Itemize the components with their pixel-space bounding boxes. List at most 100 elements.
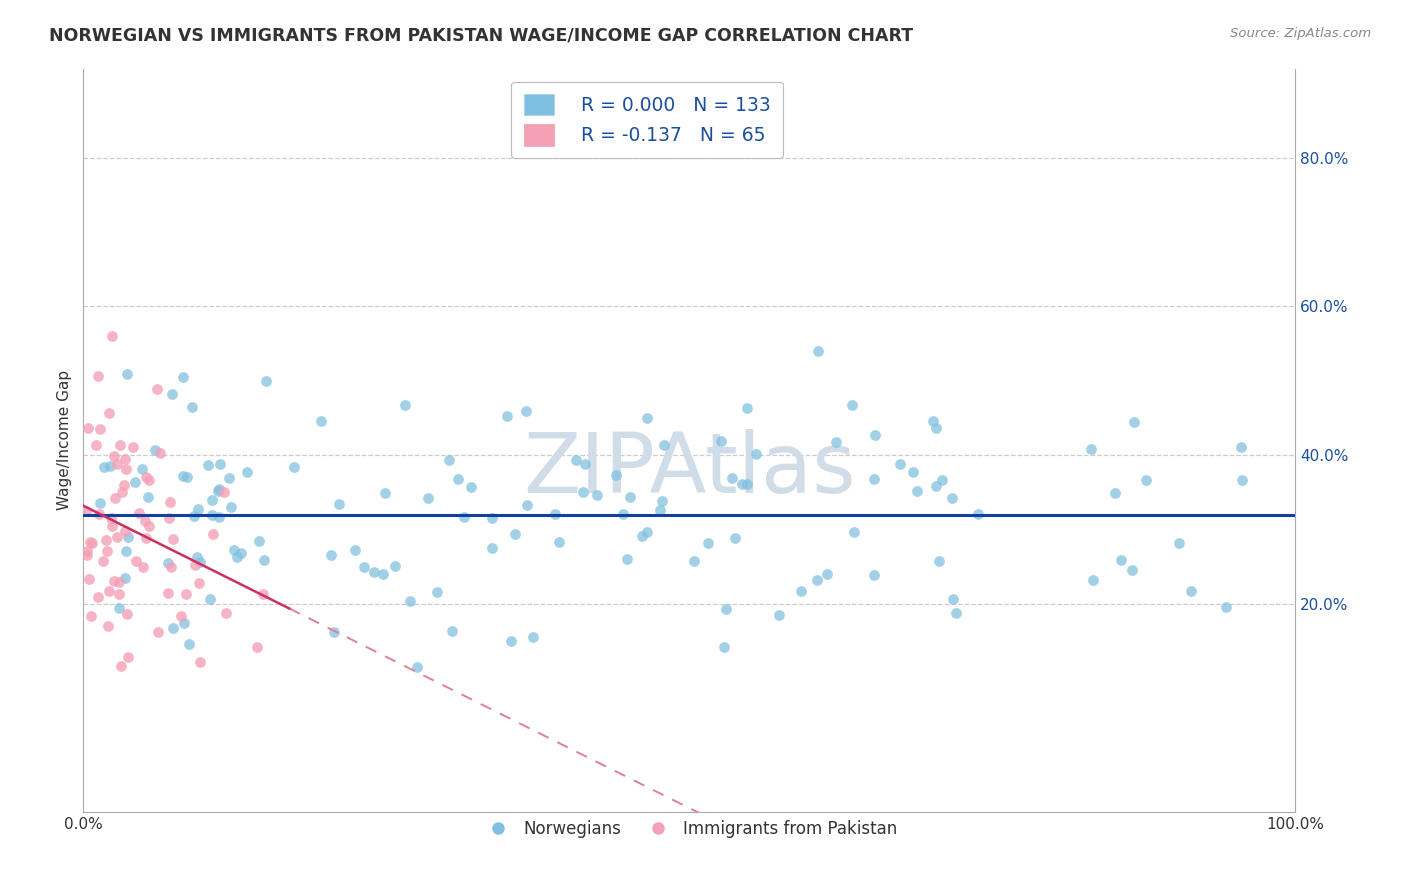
Point: [253, 553, 276, 567]
Point: [515, 404, 537, 418]
Point: [353, 560, 375, 574]
Point: [966, 507, 988, 521]
Point: [942, 591, 965, 606]
Point: [636, 524, 658, 539]
Point: [807, 343, 830, 358]
Point: [682, 554, 704, 568]
Point: [135, 531, 157, 545]
Point: [1080, 442, 1102, 456]
Point: [453, 510, 475, 524]
Point: [188, 555, 211, 569]
Point: [135, 470, 157, 484]
Point: [925, 421, 948, 435]
Point: [1215, 599, 1237, 614]
Point: [122, 440, 145, 454]
Point: [76, 544, 98, 558]
Point: [105, 530, 128, 544]
Point: [503, 527, 526, 541]
Point: [80, 535, 103, 549]
Legend: Norwegians, Immigrants from Pakistan: Norwegians, Immigrants from Pakistan: [475, 814, 904, 845]
Point: [94, 533, 117, 548]
Point: [862, 568, 884, 582]
Point: [815, 566, 838, 581]
Point: [115, 461, 138, 475]
Point: [283, 460, 305, 475]
Point: [219, 500, 242, 514]
Point: [174, 586, 197, 600]
Point: [148, 624, 170, 639]
Point: [405, 660, 427, 674]
Point: [418, 491, 440, 505]
Point: [114, 571, 136, 585]
Point: [100, 510, 122, 524]
Point: [1104, 486, 1126, 500]
Point: [931, 474, 953, 488]
Point: [735, 401, 758, 416]
Point: [87, 508, 110, 522]
Point: [170, 609, 193, 624]
Point: [710, 434, 733, 449]
Point: [157, 586, 180, 600]
Point: [343, 543, 366, 558]
Point: [544, 507, 567, 521]
Point: [112, 477, 135, 491]
Point: [114, 524, 136, 538]
Point: [925, 479, 948, 493]
Point: [806, 574, 828, 588]
Point: [236, 465, 259, 479]
Point: [134, 514, 156, 528]
Point: [651, 494, 673, 508]
Point: [790, 583, 813, 598]
Point: [922, 414, 945, 428]
Point: [97, 406, 120, 420]
Point: [131, 461, 153, 475]
Point: [100, 518, 122, 533]
Point: [522, 630, 544, 644]
Point: [945, 606, 967, 620]
Point: [125, 553, 148, 567]
Point: [460, 480, 482, 494]
Point: [187, 575, 209, 590]
Point: [481, 541, 503, 555]
Point: [863, 428, 886, 442]
Point: [157, 511, 180, 525]
Point: [207, 484, 229, 499]
Point: [186, 549, 208, 564]
Point: [160, 386, 183, 401]
Point: [437, 452, 460, 467]
Point: [183, 508, 205, 523]
Point: [172, 369, 194, 384]
Point: [115, 368, 138, 382]
Point: [86, 438, 108, 452]
Text: Source: ZipAtlas.com: Source: ZipAtlas.com: [1230, 27, 1371, 40]
Point: [222, 543, 245, 558]
Point: [619, 490, 641, 504]
Point: [768, 607, 790, 622]
Point: [179, 637, 201, 651]
Point: [184, 558, 207, 572]
Point: [202, 526, 225, 541]
Point: [208, 510, 231, 524]
Point: [714, 602, 737, 616]
Point: [1230, 440, 1253, 454]
Point: [652, 438, 675, 452]
Point: [631, 529, 654, 543]
Point: [247, 534, 270, 549]
Point: [188, 655, 211, 669]
Point: [548, 534, 571, 549]
Point: [76, 548, 98, 562]
Point: [108, 574, 131, 589]
Point: [105, 457, 128, 471]
Point: [76, 421, 98, 435]
Point: [79, 534, 101, 549]
Point: [108, 601, 131, 615]
Point: [136, 490, 159, 504]
Point: [496, 409, 519, 423]
Point: [128, 506, 150, 520]
Point: [735, 477, 758, 491]
Point: [863, 472, 886, 486]
Point: [1081, 573, 1104, 587]
Point: [605, 467, 627, 482]
Point: [212, 485, 235, 500]
Point: [226, 549, 249, 564]
